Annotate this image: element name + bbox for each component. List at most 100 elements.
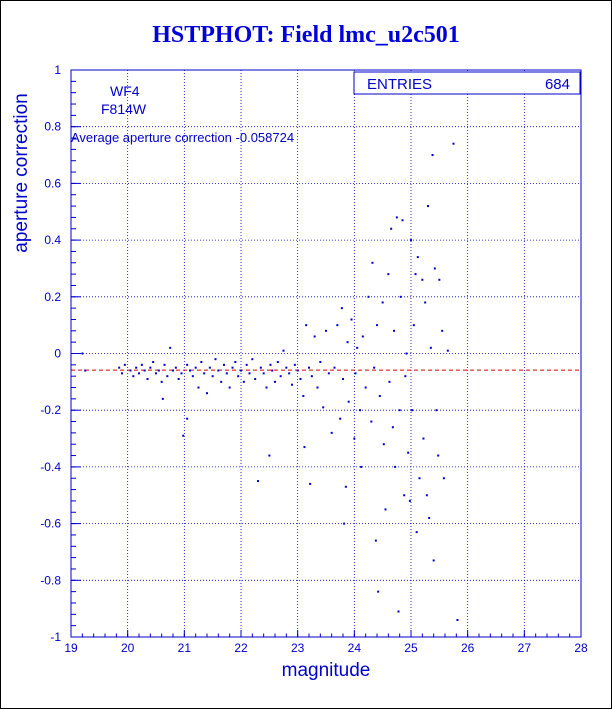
data-point [415,531,418,534]
y-tick-label: -0.2 [40,403,61,417]
x-tick-label: 19 [64,641,78,655]
data-point [374,539,377,542]
data-point [356,346,359,349]
data-point [441,329,444,332]
data-point [456,618,459,621]
data-points [81,91,459,621]
data-point [408,499,411,502]
data-point [174,366,177,369]
data-point [313,335,316,338]
data-point [361,335,364,338]
data-point [140,363,143,366]
data-point [322,406,325,409]
data-point [138,372,140,375]
data-point [182,434,185,437]
y-tick-label: 0.6 [44,176,61,190]
x-tick-label: 24 [348,641,362,655]
stats-entries-value: 684 [545,76,570,93]
x-tick-label: 20 [121,641,135,655]
data-point [191,375,194,378]
data-point [446,349,449,352]
data-point [316,386,319,389]
x-tick-label: 22 [234,641,248,655]
data-point [265,386,268,389]
data-point [387,273,390,276]
data-point [157,369,160,372]
data-point [342,378,344,381]
data-point [327,372,330,375]
data-point [382,443,385,446]
annotation-average: Average aperture correction -0.058724 [71,130,294,145]
y-tick-label: 0.4 [44,233,61,247]
data-point [143,369,146,372]
data-point [299,378,302,381]
data-point [418,477,421,480]
data-point [405,352,408,355]
data-point [343,522,346,525]
data-point [373,366,376,369]
data-point [203,372,206,375]
data-point [442,477,445,480]
data-point [319,361,322,364]
data-point [333,366,336,369]
data-point [274,380,276,383]
data-point [411,409,414,412]
data-point [336,324,339,327]
data-point [435,409,438,412]
data-point [291,383,293,386]
data-point [197,386,200,389]
data-point [330,431,333,434]
data-point [123,363,126,366]
data-point [268,454,271,457]
data-point [367,295,370,298]
data-point [340,307,343,310]
data-point [234,361,237,364]
data-point [146,378,149,381]
x-tick-label: 27 [518,641,532,655]
data-point [393,329,395,332]
data-point [395,216,398,219]
annotation-filter: F814W [101,101,147,117]
data-point [399,295,402,298]
data-point [262,372,265,375]
data-point [431,154,434,157]
data-point [403,494,406,497]
data-point [422,437,425,440]
data-point [223,363,225,366]
x-axis-label: magnitude [282,660,371,681]
data-point [240,369,242,372]
data-point [359,409,361,412]
data-point [271,369,274,372]
data-point [325,329,327,332]
data-point [194,366,197,369]
data-point [404,375,407,378]
data-point [160,380,163,383]
data-point [432,559,435,562]
data-point [237,375,240,378]
y-tick-label: 0.2 [44,290,61,304]
y-tick-label: -1 [50,630,61,644]
data-point [339,417,342,420]
data-point [347,400,350,403]
data-point [425,494,428,497]
data-point [407,451,410,454]
data-point [285,366,288,369]
data-point [276,361,279,364]
y-tick-label: -0.4 [40,460,61,474]
data-point [161,397,164,400]
y-axis-label: aperture correction [11,93,32,252]
data-point [421,278,424,281]
data-point [208,366,211,369]
data-point [248,372,251,375]
data-point [231,366,234,369]
data-point [259,366,262,369]
y-tick-label: 0.8 [44,120,61,134]
data-point [371,261,374,264]
data-point [152,361,155,364]
data-point [177,378,180,381]
data-point [360,465,363,468]
data-point [217,369,220,372]
data-point [288,372,291,375]
data-point [254,378,257,381]
data-point [376,324,378,327]
